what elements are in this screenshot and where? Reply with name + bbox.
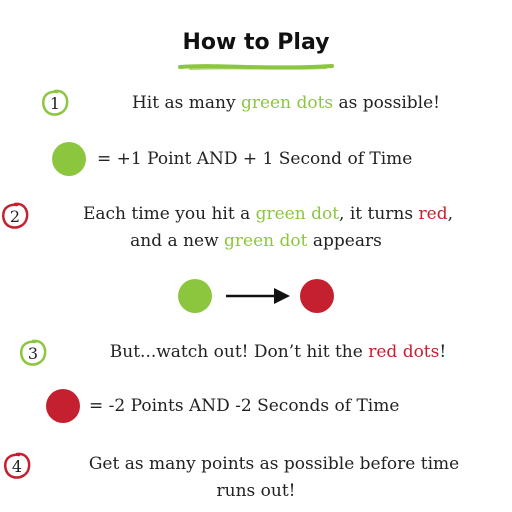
step-1-text: Hit as many green dots as possible! [30,93,512,113]
green-dot-icon [178,279,212,313]
step-2-text-b: , it turns [339,204,419,224]
step-3-text-b: ! [439,342,447,362]
step-4-text-line1: Get as many points as possible before ti… [88,454,460,474]
step-2-text-e: appears [307,231,382,251]
step-3-badge-icon: 3 [20,339,47,366]
step-1-badge-icon: 1 [42,89,69,116]
step-2-text-line1: Each time you hit a green dot, it turns … [12,204,512,224]
step-2-text-line2: and a new green dot appears [0,231,512,251]
step-2-text-red: red [418,204,448,224]
green-dot-legend: = +1 Point AND + 1 Second of Time [97,149,413,169]
step-1-number: 1 [50,94,60,113]
step-1-text-a: Hit as many [131,93,241,113]
step-3-number: 3 [28,344,38,363]
step-2-text-d: and a new [130,231,225,251]
red-dot-icon [300,279,334,313]
step-1-text-green: green dots [240,93,334,113]
step-4-badge-icon: 4 [4,452,31,479]
step-2-text-c: , [447,204,453,224]
step-2-number: 2 [10,207,20,226]
green-dot-icon [52,142,86,176]
step-2-text-a: Each time you hit a [82,204,256,224]
step-3-text-red: red dots [368,342,440,362]
step-3-text-a: But...watch out! Don’t hit the [109,342,369,362]
brush-underline-icon [178,64,334,70]
right-arrow-icon [226,288,290,304]
step-2-text-green-2: green dot [224,231,308,251]
step-2-text-green: green dot [255,204,340,224]
red-dot-legend: = -2 Points AND -2 Seconds of Time [89,396,400,416]
page-title: How to Play [182,30,330,55]
step-4-text-line2: runs out! [216,481,296,501]
step-4-number: 4 [12,457,22,476]
step-3-text: But...watch out! Don’t hit the red dots! [22,342,512,362]
step-2-badge-icon: 2 [2,202,29,229]
red-dot-icon [46,389,80,423]
step-1-text-b: as possible! [333,93,441,113]
